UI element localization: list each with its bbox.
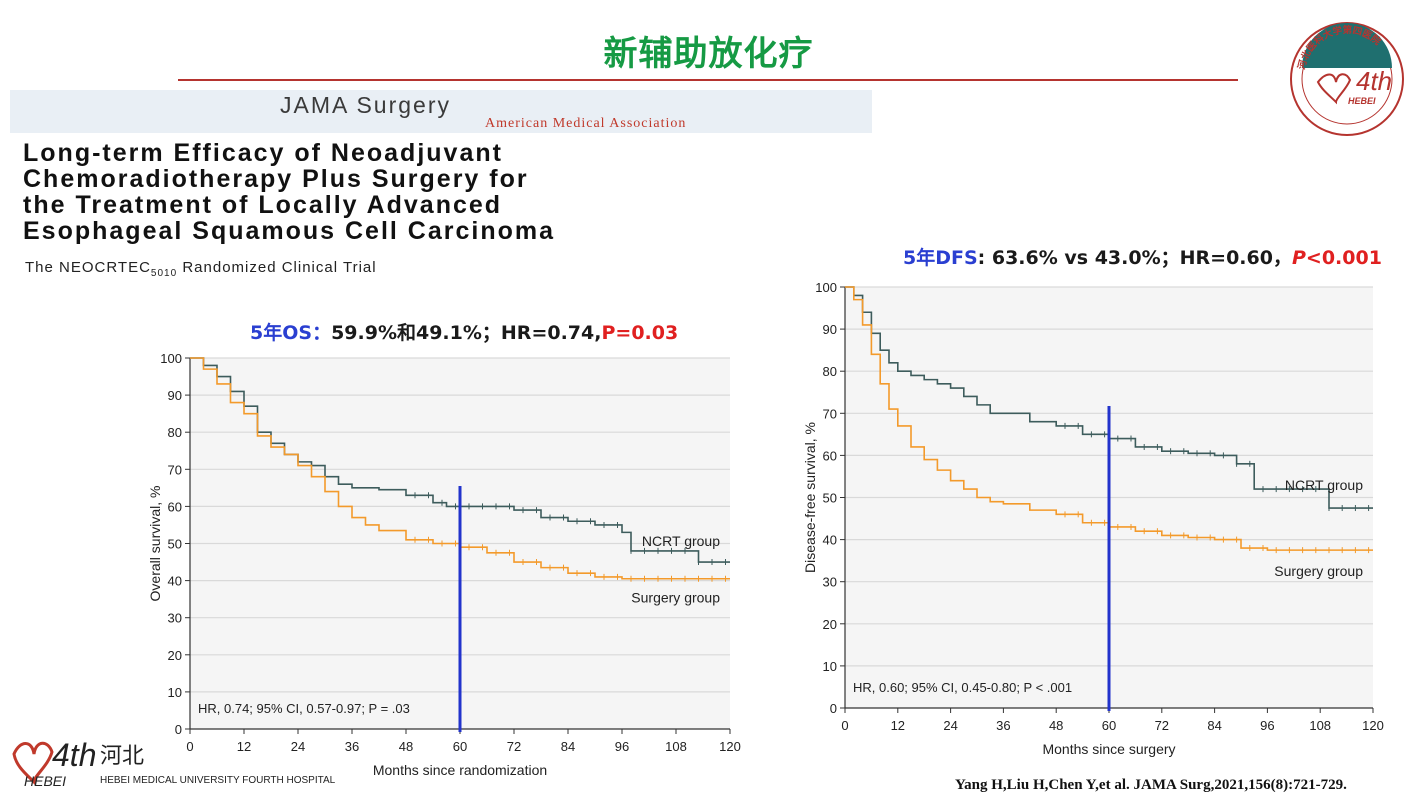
- x-tick-label: 72: [1155, 718, 1169, 733]
- os-values: 59.9%和49.1%；HR=0.74,: [331, 322, 602, 344]
- hospital-seal-logo: 河北医科大学第四医院 4th HEBEI: [1290, 22, 1404, 136]
- seal-sub: HEBEI: [1348, 96, 1376, 106]
- x-tick-label: 0: [186, 739, 193, 754]
- dfs-chart: 0 10 20 30 40 50 60 70 80 90 100 0 12 24 36 48 60 72 84 96 1…: [802, 280, 1384, 757]
- x-tick-label: 12: [237, 739, 251, 754]
- x-tick-label: 120: [719, 739, 741, 754]
- y-tick-label: 100: [160, 351, 182, 366]
- slide-title: 新辅助放化疗: [603, 34, 814, 74]
- os-label: 5年OS: [250, 322, 313, 344]
- y-tick-label: 70: [823, 406, 837, 421]
- subtitle-post: Randomized Clinical Trial: [177, 259, 377, 276]
- y-tick-label: 80: [823, 364, 837, 379]
- series-label: Surgery group: [631, 590, 720, 606]
- x-tick-label: 24: [943, 718, 957, 733]
- subtitle-sub: 5010: [150, 268, 178, 279]
- dfs-p-italic: P: [1291, 247, 1306, 269]
- series-label: NCRT group: [642, 533, 720, 549]
- y-tick-label: 10: [823, 659, 837, 674]
- y-axis-label: Overall survival, %: [147, 486, 163, 602]
- y-tick-label: 40: [168, 574, 182, 589]
- x-tick-label: 108: [665, 739, 687, 754]
- x-tick-label: 60: [1102, 718, 1116, 733]
- series-label: Surgery group: [1274, 563, 1363, 579]
- x-tick-label: 84: [1207, 718, 1221, 733]
- x-tick-label: 48: [399, 739, 413, 754]
- series-label: NCRT group: [1285, 477, 1363, 493]
- surgery-curve: [190, 357, 730, 580]
- journal-banner: [10, 90, 872, 133]
- x-tick-label: 84: [561, 739, 575, 754]
- journal-name: JAMA Surgery: [280, 92, 451, 118]
- y-tick-label: 0: [175, 722, 182, 737]
- y-tick-label: 100: [815, 280, 837, 295]
- x-tick-label: 72: [507, 739, 521, 754]
- paper-title-line: Long-term Efficacy of Neoadjuvant: [23, 139, 503, 167]
- hospital-name-cn: 河北: [100, 744, 145, 769]
- y-tick-label: 30: [168, 611, 182, 626]
- y-tick-label: 10: [168, 685, 182, 700]
- paper-title: Long-term Efficacy of Neoadjuvant Chemor…: [23, 140, 893, 244]
- y-tick-label: 0: [830, 701, 837, 716]
- x-tick-label: 36: [996, 718, 1010, 733]
- y-tick-label: 90: [823, 322, 837, 337]
- x-tick-label: 96: [1260, 718, 1274, 733]
- dfs-p-value: <0.001: [1305, 247, 1382, 269]
- y-tick-label: 50: [168, 537, 182, 552]
- ncrt-curve: [190, 357, 730, 563]
- subtitle-pre: The NEOCRTEC: [25, 259, 151, 276]
- title-divider: [178, 79, 1238, 81]
- paper-subtitle: The NEOCRTEC5010 Randomized Clinical Tri…: [25, 259, 377, 279]
- paper-title-line: Chemoradiotherapy Plus Surgery for: [23, 165, 529, 193]
- hospital-name-en: HEBEI MEDICAL UNIVERSITY FOURTH HOSPITAL: [100, 775, 336, 786]
- paper-title-line: Esophageal Squamous Cell Carcinoma: [23, 217, 556, 245]
- os-sep: ：: [312, 322, 332, 344]
- x-tick-label: 60: [453, 739, 467, 754]
- x-tick-label: 120: [1362, 718, 1384, 733]
- seal-mark: 4th: [1356, 66, 1392, 96]
- x-tick-label: 48: [1049, 718, 1063, 733]
- logo-sub: HEBEI: [24, 773, 66, 789]
- os-p-value: P=0.03: [601, 322, 679, 344]
- x-tick-label: 12: [891, 718, 905, 733]
- y-tick-label: 20: [168, 648, 182, 663]
- y-tick-label: 90: [168, 388, 182, 403]
- y-tick-label: 40: [823, 533, 837, 548]
- y-tick-label: 80: [168, 425, 182, 440]
- y-tick-label: 60: [823, 448, 837, 463]
- os-chart: 0 10 20 30 40 50 60 70 80 90 100 0 12 24 36 48 60 72 84 96 1…: [147, 351, 741, 778]
- x-tick-label: 36: [345, 739, 359, 754]
- paper-title-line: the Treatment of Locally Advanced: [23, 191, 503, 219]
- x-tick-label: 24: [291, 739, 305, 754]
- hospital-logo: 4th HEBEI: [12, 737, 96, 789]
- surgery-curve: [845, 286, 1373, 551]
- y-tick-label: 70: [168, 462, 182, 477]
- os-stats-line: 5年OS：59.9%和49.1%；HR=0.74,P=0.03: [250, 318, 678, 345]
- dfs-stats-line: 5年DFS: 63.6% vs 43.0%；HR=0.60，P<0.001: [903, 243, 1382, 270]
- x-axis-label: Months since randomization: [373, 762, 547, 778]
- x-tick-label: 96: [615, 739, 629, 754]
- dfs-label: 5年DFS: [903, 247, 978, 269]
- y-tick-label: 60: [168, 499, 182, 514]
- y-tick-label: 20: [823, 617, 837, 632]
- y-tick-label: 50: [823, 491, 837, 506]
- x-tick-label: 0: [841, 718, 848, 733]
- x-tick-label: 108: [1309, 718, 1331, 733]
- hr-annotation: HR, 0.74; 95% CI, 0.57-0.97; P = .03: [198, 701, 410, 716]
- ncrt-curve: [845, 286, 1373, 509]
- y-axis-label: Disease-free survival, %: [802, 422, 818, 573]
- hr-annotation: HR, 0.60; 95% CI, 0.45-0.80; P < .001: [853, 680, 1072, 695]
- x-axis-label: Months since surgery: [1042, 741, 1175, 757]
- logo-mark: 4th: [52, 737, 96, 773]
- journal-association: American Medical Association: [485, 116, 687, 131]
- dfs-values: : 63.6% vs 43.0%；HR=0.60，: [977, 247, 1292, 269]
- y-tick-label: 30: [823, 575, 837, 590]
- citation: Yang H,Liu H,Chen Y,et al. JAMA Surg,202…: [955, 777, 1347, 793]
